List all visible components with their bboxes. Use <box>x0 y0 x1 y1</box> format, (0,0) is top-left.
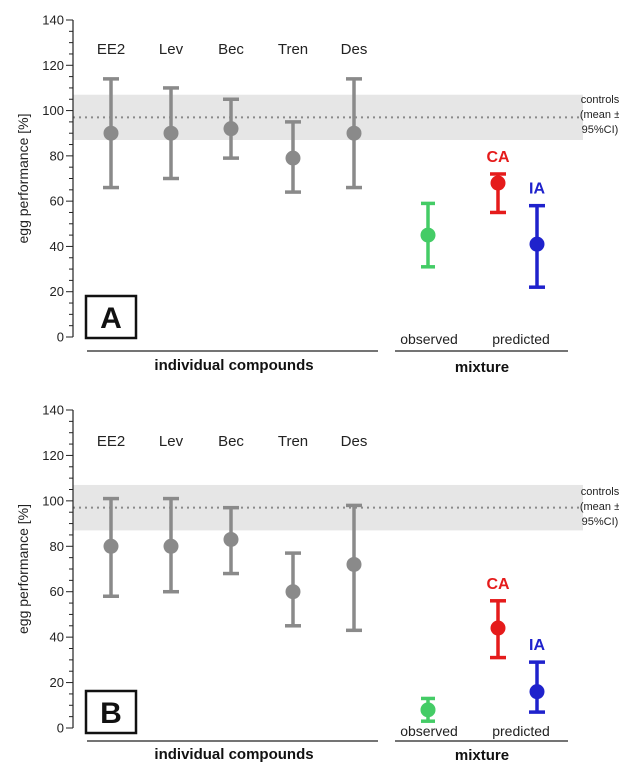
ia-label: IA <box>529 181 545 198</box>
controls-label-line: controls <box>581 94 619 106</box>
controls-label-line: (mean ± <box>580 501 619 513</box>
controls-label-line: controls <box>581 486 619 498</box>
y-tick-label: 0 <box>57 721 64 736</box>
y-tick-label: 100 <box>42 493 64 508</box>
y-tick-label: 0 <box>57 330 64 345</box>
individual-lev-point <box>163 125 179 141</box>
ia-label: IA <box>529 637 545 654</box>
y-tick-label: 120 <box>42 448 64 463</box>
individual-compounds-label: individual compounds <box>154 357 313 374</box>
compound-label-ee2: EE2 <box>97 41 125 58</box>
observed-point <box>420 227 436 243</box>
individual-des-point <box>346 556 362 572</box>
individual-bec-point <box>223 121 239 137</box>
individual-des-point <box>346 125 362 141</box>
compound-label-lev: Lev <box>159 433 184 450</box>
y-tick-label: 120 <box>42 58 64 73</box>
individual-bec-point <box>223 531 239 547</box>
y-tick-label: 60 <box>50 584 64 599</box>
predicted-label: predicted <box>492 723 550 739</box>
predicted-label: predicted <box>492 331 550 347</box>
compound-label-bec: Bec <box>218 433 244 450</box>
individual-tren-point <box>285 150 301 166</box>
individual-compounds-label: individual compounds <box>154 746 313 763</box>
compound-label-des: Des <box>341 433 368 450</box>
compound-label-bec: Bec <box>218 41 244 58</box>
predicted-ca-point <box>490 620 506 636</box>
observed-label: observed <box>400 331 458 347</box>
y-axis-title: egg performance [%] <box>15 114 31 244</box>
controls-label-line: 95%CI) <box>582 124 619 136</box>
ca-label: CA <box>486 576 510 593</box>
y-tick-label: 20 <box>50 284 64 299</box>
y-tick-label: 140 <box>42 403 64 418</box>
compound-label-lev: Lev <box>159 41 184 58</box>
controls-label-line: (mean ± <box>580 109 619 121</box>
ca-label: CA <box>486 149 510 166</box>
y-tick-label: 60 <box>50 194 64 209</box>
individual-tren-point <box>285 584 301 600</box>
observed-point <box>420 702 436 718</box>
controls-label-line: 95%CI) <box>582 516 619 528</box>
panel-letter: A <box>100 302 122 335</box>
individual-ee2-point <box>103 538 119 554</box>
y-tick-label: 20 <box>50 675 64 690</box>
mixture-label: mixture <box>455 359 509 376</box>
y-tick-label: 80 <box>50 148 64 163</box>
y-tick-label: 40 <box>50 239 64 254</box>
panel-letter-box <box>84 294 138 340</box>
panel-b: controls (mean ± 95%CI) 0 20 40 60 80 100 120 140 e… <box>15 403 619 763</box>
predicted-ca-point <box>490 175 506 191</box>
compound-label-ee2: EE2 <box>97 433 125 450</box>
panel-a: controls (mean ± 95%CI) 0 20 40 60 80 100 120 140 e… <box>15 13 619 377</box>
compound-label-des: Des <box>341 41 368 58</box>
individual-lev-point <box>163 538 179 554</box>
predicted-ia-point <box>529 236 545 252</box>
individual-ee2-point <box>103 125 119 141</box>
y-tick-label: 80 <box>50 539 64 554</box>
panel-letter-box <box>84 689 138 735</box>
y-tick-label: 140 <box>42 13 64 28</box>
mixture-label: mixture <box>455 747 509 763</box>
predicted-ia-point <box>529 684 545 700</box>
panel-letter: B <box>100 697 122 730</box>
compound-label-tren: Tren <box>278 41 308 58</box>
y-tick-label: 40 <box>50 630 64 645</box>
observed-label: observed <box>400 723 458 739</box>
compound-label-tren: Tren <box>278 433 308 450</box>
y-axis-title: egg performance [%] <box>15 504 31 634</box>
y-tick-label: 100 <box>42 103 64 118</box>
